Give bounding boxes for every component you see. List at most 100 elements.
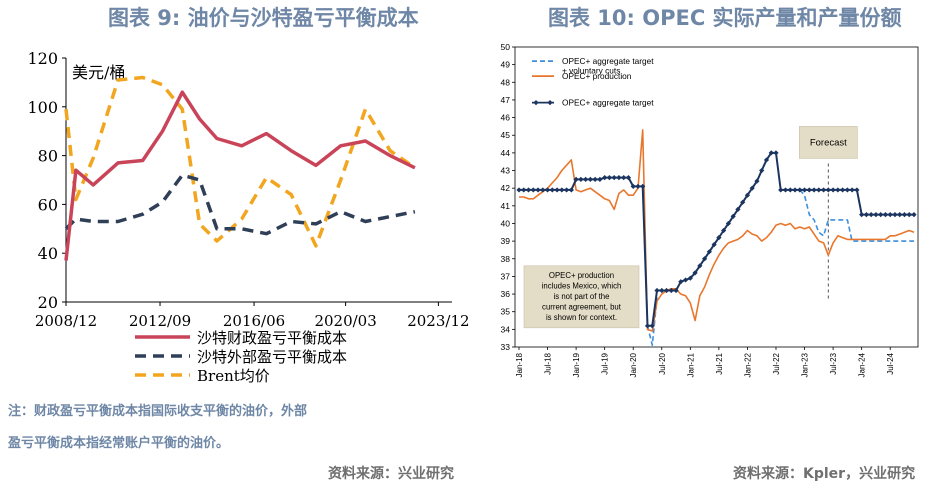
right-series-marker [778, 187, 784, 193]
right-series-marker [625, 174, 632, 181]
right-x-tick-label: Jan-20 [629, 352, 638, 377]
right-series-marker [797, 187, 803, 193]
right-x-tick-label: Jul-19 [601, 352, 610, 374]
right-series-marker [568, 187, 574, 193]
right-series-marker [616, 174, 622, 181]
right-legend-label: OPEC+ production [562, 71, 632, 81]
right-series-marker [592, 176, 598, 182]
right-x-tick-label: Jan-24 [858, 352, 867, 377]
right-legend-marker [533, 99, 539, 106]
right-figure-title: 图表 10: OPEC 实际产量和产量份额 [548, 6, 902, 30]
right-legend-label: + voluntary cuts [562, 66, 620, 76]
right-x-tick-label: Jan-18 [515, 352, 524, 377]
right-x-tick-label: Jul-22 [772, 352, 781, 374]
right-y-tick-label: 43 [501, 166, 511, 176]
right-y-tick-label: 41 [501, 201, 511, 211]
right-series-marker [863, 212, 870, 218]
right-annotation-line: is shown for context. [546, 313, 617, 322]
right-series-marker [597, 176, 603, 182]
right-series-marker [682, 277, 689, 283]
right-series-marker [854, 187, 860, 193]
right-series-marker [835, 187, 841, 193]
right-series-marker [759, 167, 765, 174]
right-series-marker [549, 187, 555, 193]
right-series-marker [563, 187, 570, 193]
right-source: 资料来源：Kpler，兴业研究 [733, 466, 916, 482]
right-series-marker [687, 275, 693, 281]
left-series-line [64, 173, 416, 236]
right-legend-marker [547, 99, 553, 106]
right-series-marker [587, 176, 593, 182]
left-y-tick-label: 100 [27, 98, 58, 117]
right-y-tick-label: 39 [501, 236, 511, 246]
right-series-marker [535, 187, 541, 193]
right-series-marker [654, 287, 660, 294]
right-series-marker [668, 287, 674, 294]
right-series-marker [721, 227, 727, 234]
right-series-marker [897, 212, 903, 218]
left-y-tick-label: 20 [38, 293, 58, 312]
right-series-marker [711, 242, 717, 248]
right-y-tick-label: 38 [501, 254, 511, 264]
right-x-tick-label: Jul-24 [886, 352, 895, 374]
right-series-marker [849, 187, 855, 193]
right-y-tick-label: 35 [501, 307, 511, 317]
right-series-marker [878, 212, 884, 218]
right-series-marker [716, 234, 722, 241]
right-series-marker [673, 287, 679, 294]
right-series-marker [844, 187, 850, 193]
right-series-line [799, 189, 914, 242]
right-series-marker [806, 187, 812, 193]
left-y-tick-label: 80 [38, 147, 58, 166]
right-series-marker [621, 174, 627, 181]
right-y-tick-label: 50 [501, 42, 511, 52]
right-series-marker [611, 174, 617, 181]
right-series-marker [573, 176, 579, 182]
right-annotation-line: current agreement, but [542, 302, 622, 311]
left-series-line [64, 90, 416, 261]
right-series-marker [735, 206, 741, 212]
right-series-marker [663, 287, 670, 294]
right-series-line [519, 129, 915, 332]
right-series-marker [859, 212, 865, 218]
right-series-marker [887, 212, 893, 218]
right-y-tick-label: 49 [501, 60, 511, 70]
right-series-marker [782, 187, 789, 193]
right-annotation-box [523, 265, 640, 329]
right-series-marker [730, 213, 736, 220]
right-series-marker [678, 279, 684, 285]
right-series-marker [659, 287, 665, 294]
right-series-marker [868, 212, 874, 218]
right-legend-label: OPEC+ aggregate target [562, 98, 654, 108]
right-x-tick-label: Jan-19 [572, 352, 581, 377]
right-y-tick-label: 37 [501, 271, 511, 281]
right-forecast-box [799, 126, 858, 159]
right-y-tick-label: 46 [501, 113, 511, 123]
right-series-marker [521, 187, 527, 193]
right-series-marker [649, 323, 655, 329]
left-legend-label: Brent均价 [197, 367, 270, 385]
left-x-tick-label: 2016/06 [223, 312, 285, 330]
left-x-tick-label: 2023/12 [407, 312, 469, 330]
right-series-marker [906, 212, 912, 218]
left-y-tick-label: 40 [38, 244, 58, 263]
right-series-marker [787, 187, 793, 193]
right-y-tick-label: 33 [501, 342, 511, 352]
right-series-marker [792, 187, 798, 193]
right-x-tick-label: Jan-23 [801, 352, 810, 377]
right-series-marker [773, 150, 779, 156]
left-y-tick-label: 60 [38, 195, 58, 214]
right-series-marker [754, 178, 760, 184]
left-note-line1: 注：财政盈亏平衡成本指国际收支平衡的油价，外部 [8, 404, 308, 419]
right-y-tick-label: 40 [501, 218, 511, 228]
right-legend-label: OPEC+ aggregate target [562, 56, 654, 66]
right-annotation-line: OPEC+ production [549, 271, 614, 280]
right-series-marker [630, 183, 636, 190]
right-y-tick-label: 44 [501, 148, 511, 158]
right-x-tick-label: Jul-23 [829, 352, 838, 374]
left-legend-label: 沙特外部盈亏平衡成本 [197, 348, 347, 366]
right-y-tick-label: 45 [501, 130, 511, 140]
right-series-marker [725, 220, 731, 227]
